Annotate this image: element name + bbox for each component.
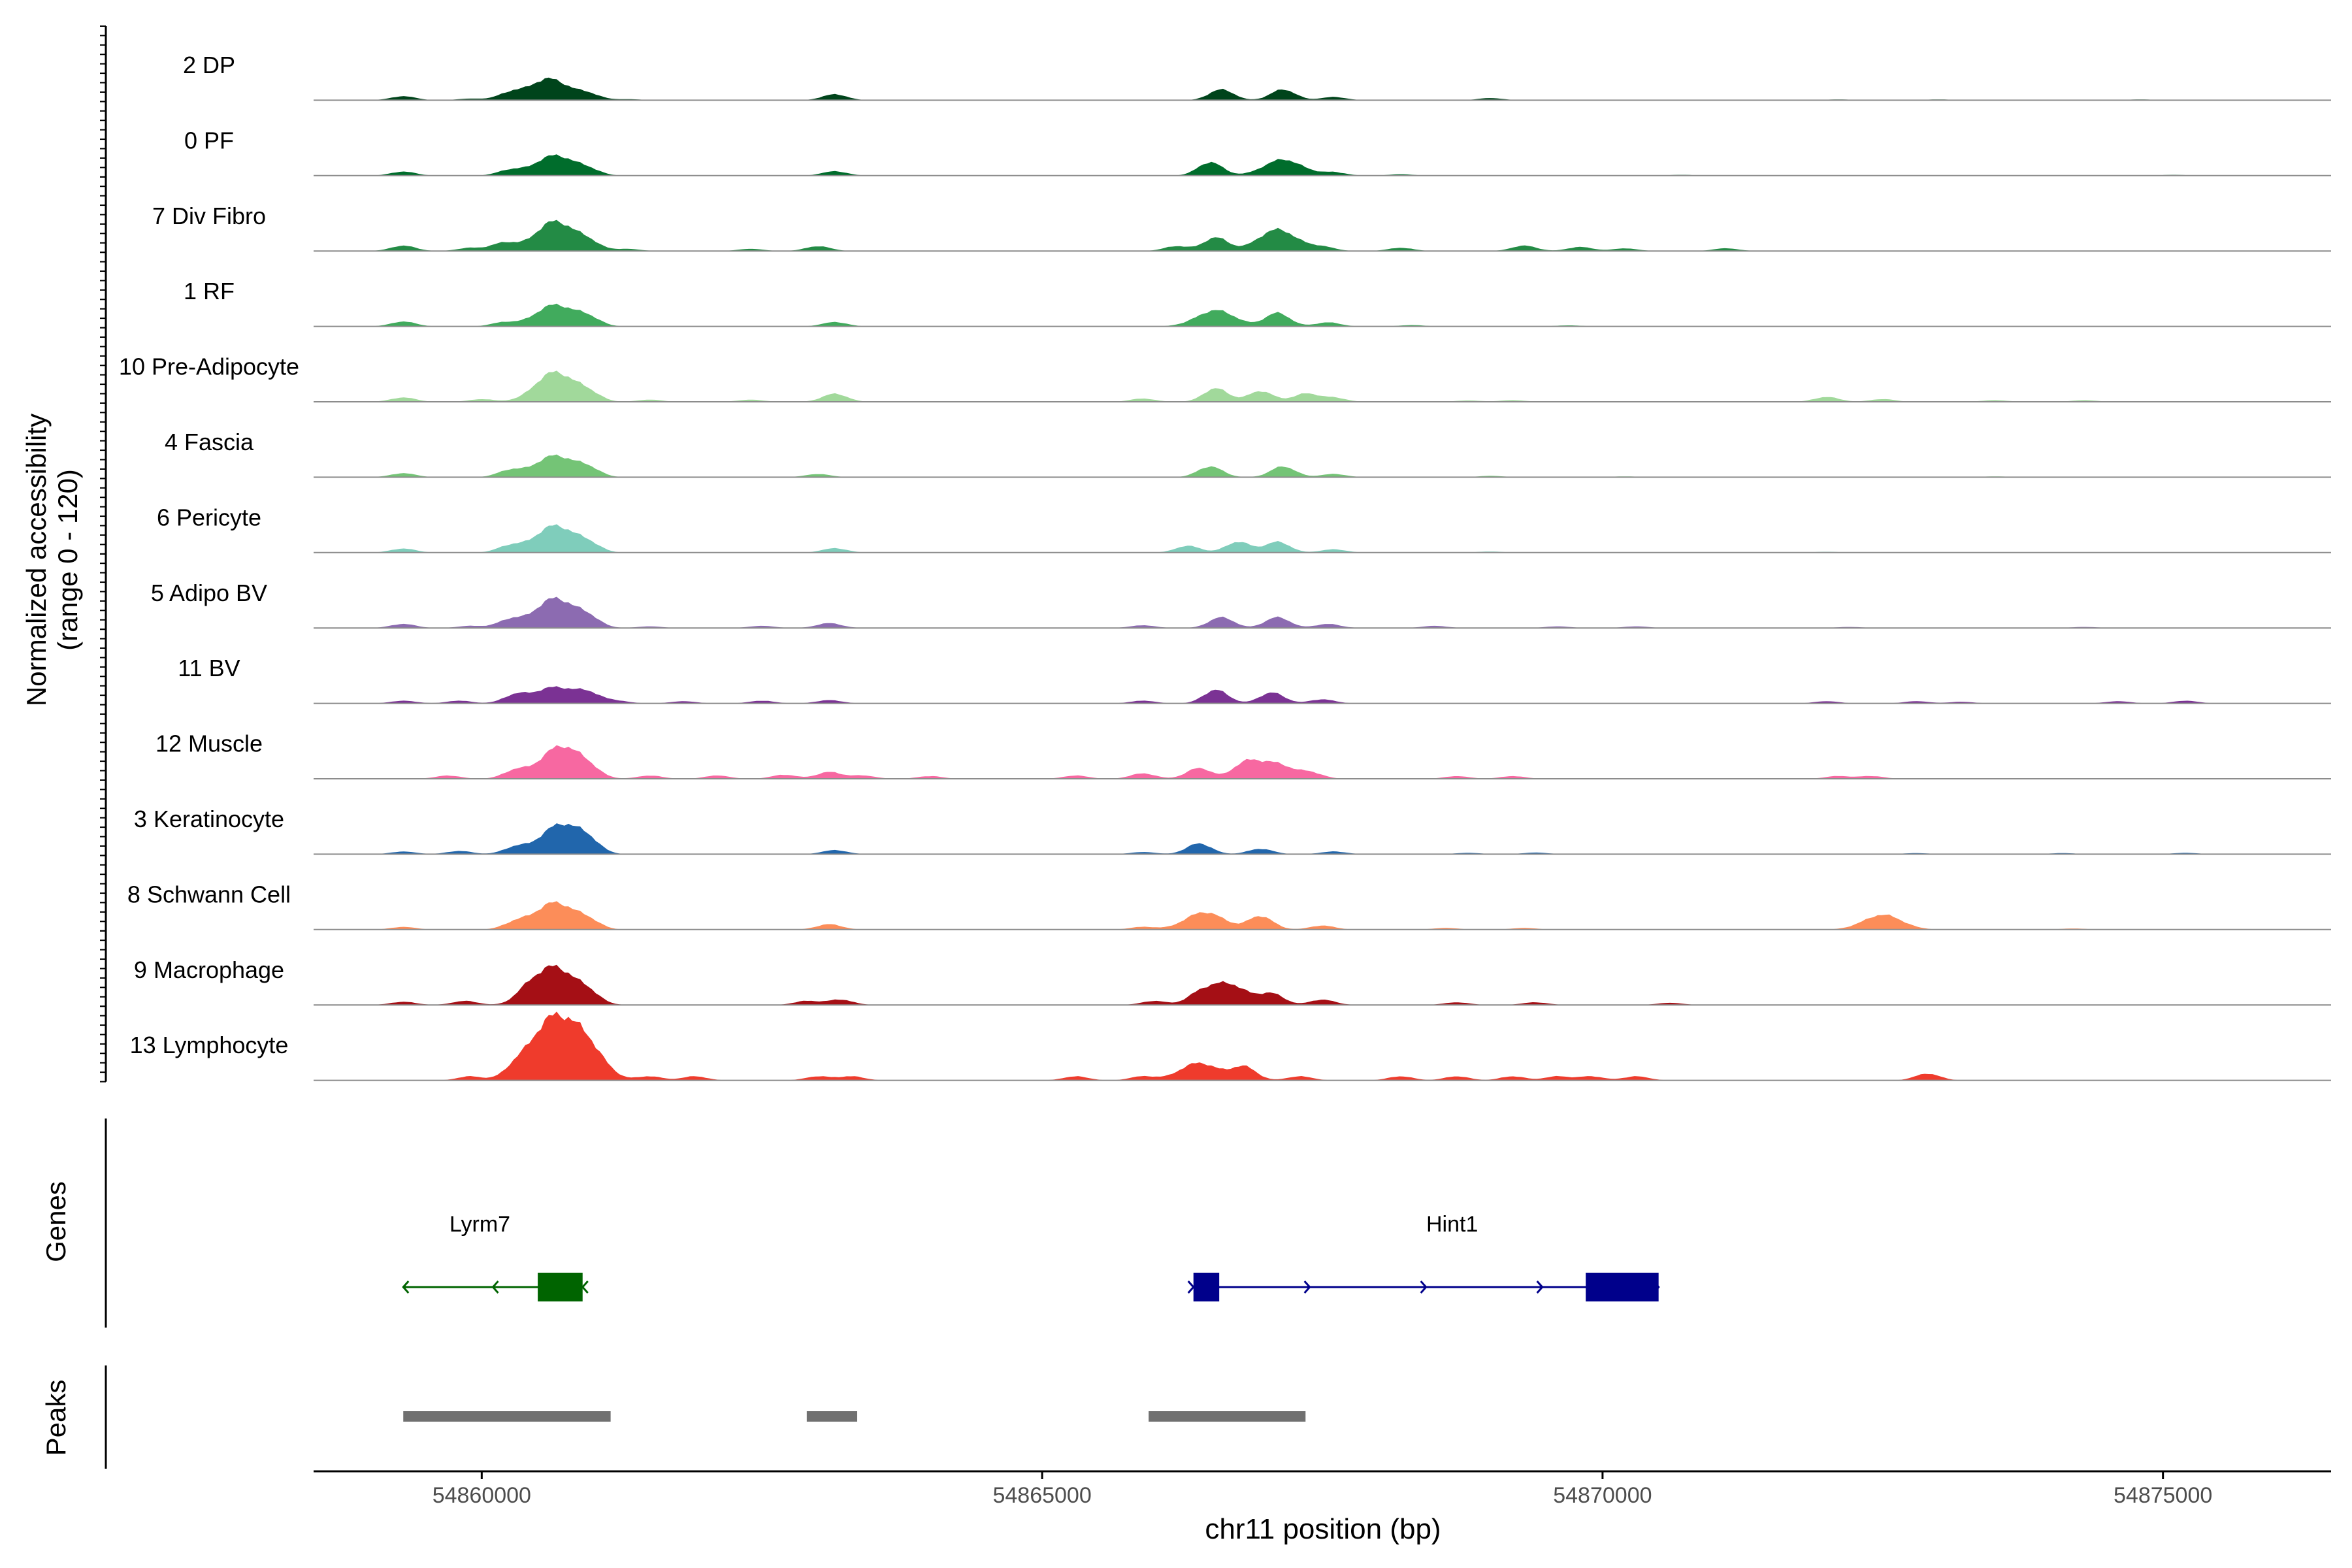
coverage-area bbox=[314, 220, 2331, 252]
track-label: 13 Lymphocyte bbox=[130, 1032, 289, 1058]
coverage-track: 7 Div Fibro bbox=[152, 203, 2331, 252]
coverage-track: 3 Keratinocyte bbox=[134, 806, 2331, 855]
strand-arrow bbox=[491, 1281, 499, 1294]
track-label: 5 Adipo BV bbox=[151, 580, 267, 606]
x-tick-label: 54870000 bbox=[1553, 1483, 1652, 1508]
coverage-area bbox=[314, 823, 2331, 855]
track-label: 3 Keratinocyte bbox=[134, 806, 284, 832]
track-label: 2 DP bbox=[183, 52, 235, 78]
coverage-area bbox=[314, 370, 2331, 402]
gene-exon bbox=[538, 1273, 583, 1301]
coverage-track: 4 Fascia bbox=[165, 429, 2331, 478]
track-label: 7 Div Fibro bbox=[152, 203, 266, 229]
gene-model: Lyrm7 bbox=[402, 1212, 589, 1301]
x-tick-label: 54875000 bbox=[2114, 1483, 2212, 1508]
y-axis-label-line2: (range 0 - 120) bbox=[52, 469, 83, 651]
coverage-area bbox=[314, 77, 2331, 101]
coverage-track: 0 PF bbox=[184, 127, 2331, 176]
strand-arrow bbox=[1303, 1281, 1311, 1294]
genes-panel-label: Genes bbox=[41, 1181, 71, 1262]
peak-region bbox=[403, 1411, 611, 1422]
gene-name: Lyrm7 bbox=[449, 1212, 510, 1237]
coverage-tracks: 2 DP 0 PF 7 Div Fibro 1 RF 10 Pre-Adipocyte 4… bbox=[100, 25, 2331, 1083]
peak-region bbox=[806, 1411, 858, 1422]
strand-arrow bbox=[1420, 1281, 1428, 1294]
x-axis-label: chr11 position (bp) bbox=[1205, 1513, 1441, 1545]
track-label: 11 BV bbox=[178, 655, 240, 681]
coverage-area bbox=[314, 686, 2331, 704]
coverage-track: 6 Pericyte bbox=[157, 504, 2331, 553]
coverage-area bbox=[314, 454, 2331, 478]
coverage-area bbox=[314, 303, 2331, 327]
track-label: 9 Macrophage bbox=[134, 956, 284, 983]
coverage-area bbox=[314, 745, 2331, 779]
track-label: 8 Schwann Cell bbox=[127, 881, 291, 907]
gene-name: Hint1 bbox=[1426, 1212, 1478, 1237]
coverage-area bbox=[314, 596, 2331, 629]
track-label: 4 Fascia bbox=[165, 429, 254, 455]
coverage-area bbox=[314, 901, 2331, 930]
peak-annotation-panel bbox=[105, 1365, 1306, 1469]
track-label: 10 Pre-Adipocyte bbox=[119, 353, 299, 380]
track-label: 12 Muscle bbox=[155, 730, 263, 757]
x-axis: 54860000 54865000 54870000 54875000 bbox=[314, 1470, 2331, 1508]
x-tick-label: 54865000 bbox=[992, 1483, 1091, 1508]
y-axis-label-line1: Normalized accessibility bbox=[21, 414, 52, 706]
gene-annotation-panel: Lyrm7 Hint1 bbox=[105, 1119, 1660, 1328]
strand-arrow bbox=[1187, 1281, 1195, 1294]
strand-arrow bbox=[1536, 1281, 1544, 1294]
coverage-track: 9 Macrophage bbox=[134, 956, 2331, 1006]
coverage-track: 12 Muscle bbox=[155, 730, 2331, 779]
coverage-area bbox=[314, 964, 2331, 1005]
gene-exon bbox=[1193, 1273, 1220, 1301]
peak-region bbox=[1149, 1411, 1306, 1422]
coverage-track: 2 DP bbox=[183, 52, 2331, 101]
coverage-track: 11 BV bbox=[178, 655, 2331, 704]
coverage-area bbox=[314, 524, 2331, 553]
track-label: 0 PF bbox=[184, 127, 234, 154]
coverage-area bbox=[314, 154, 2331, 176]
peaks-panel-label: Peaks bbox=[41, 1380, 71, 1456]
coverage-track: 1 RF bbox=[184, 278, 2331, 327]
gene-model: Hint1 bbox=[1187, 1212, 1660, 1301]
gene-exon bbox=[1586, 1273, 1659, 1301]
coverage-track: 8 Schwann Cell bbox=[127, 881, 2331, 930]
coverage-area bbox=[314, 1011, 2331, 1081]
coverage-track: 10 Pre-Adipocyte bbox=[119, 353, 2331, 402]
track-label: 1 RF bbox=[184, 278, 235, 304]
strand-arrow bbox=[402, 1281, 410, 1294]
coverage-track: 13 Lymphocyte bbox=[130, 1011, 2331, 1081]
strand-arrow bbox=[581, 1281, 589, 1294]
coverage-track: 5 Adipo BV bbox=[151, 580, 2331, 629]
track-label: 6 Pericyte bbox=[157, 504, 261, 531]
x-tick-label: 54860000 bbox=[433, 1483, 531, 1508]
